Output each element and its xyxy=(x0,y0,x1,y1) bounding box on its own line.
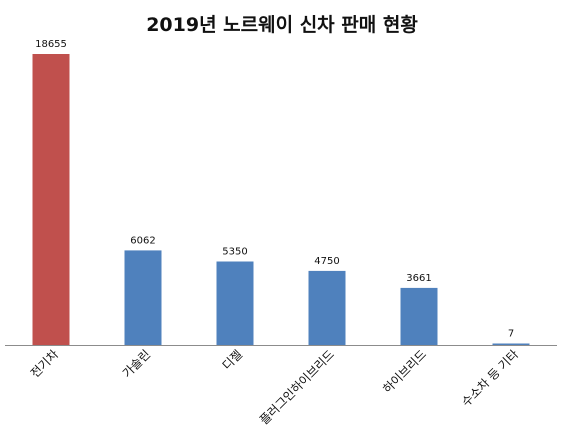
x-tick-labels-layer: 전기차 가솔린 디젤 플러그인하이브리드 하이브리드 수소차 등 기타 xyxy=(28,347,521,427)
x-tick-label-3: 플러그인하이브리드 xyxy=(257,347,337,427)
data-label-5: 7 xyxy=(508,329,514,340)
x-tick-label-0: 전기차 xyxy=(28,347,61,380)
bar-0 xyxy=(32,54,70,345)
bars-layer xyxy=(32,54,530,345)
data-label-0: 18655 xyxy=(35,39,67,50)
bar-2 xyxy=(216,261,254,345)
bar-4 xyxy=(400,287,438,345)
data-label-4: 3661 xyxy=(406,273,431,284)
x-tick-label-5: 수소차 등 기타 xyxy=(459,347,521,409)
x-tick-label-1: 가솔린 xyxy=(120,347,153,380)
data-label-3: 4750 xyxy=(314,256,339,267)
x-tick-label-4: 하이브리드 xyxy=(380,347,429,396)
data-label-2: 5350 xyxy=(222,247,247,258)
bar-3 xyxy=(308,270,346,345)
bar-5 xyxy=(492,343,530,345)
chart-title: 2019년 노르웨이 신차 판매 현황 xyxy=(146,13,418,36)
data-label-1: 6062 xyxy=(130,235,155,246)
bar-1 xyxy=(124,250,162,345)
x-tick-label-2: 디젤 xyxy=(220,347,246,373)
data-labels-layer: 18655 6062 5350 4750 3661 7 xyxy=(35,39,514,340)
